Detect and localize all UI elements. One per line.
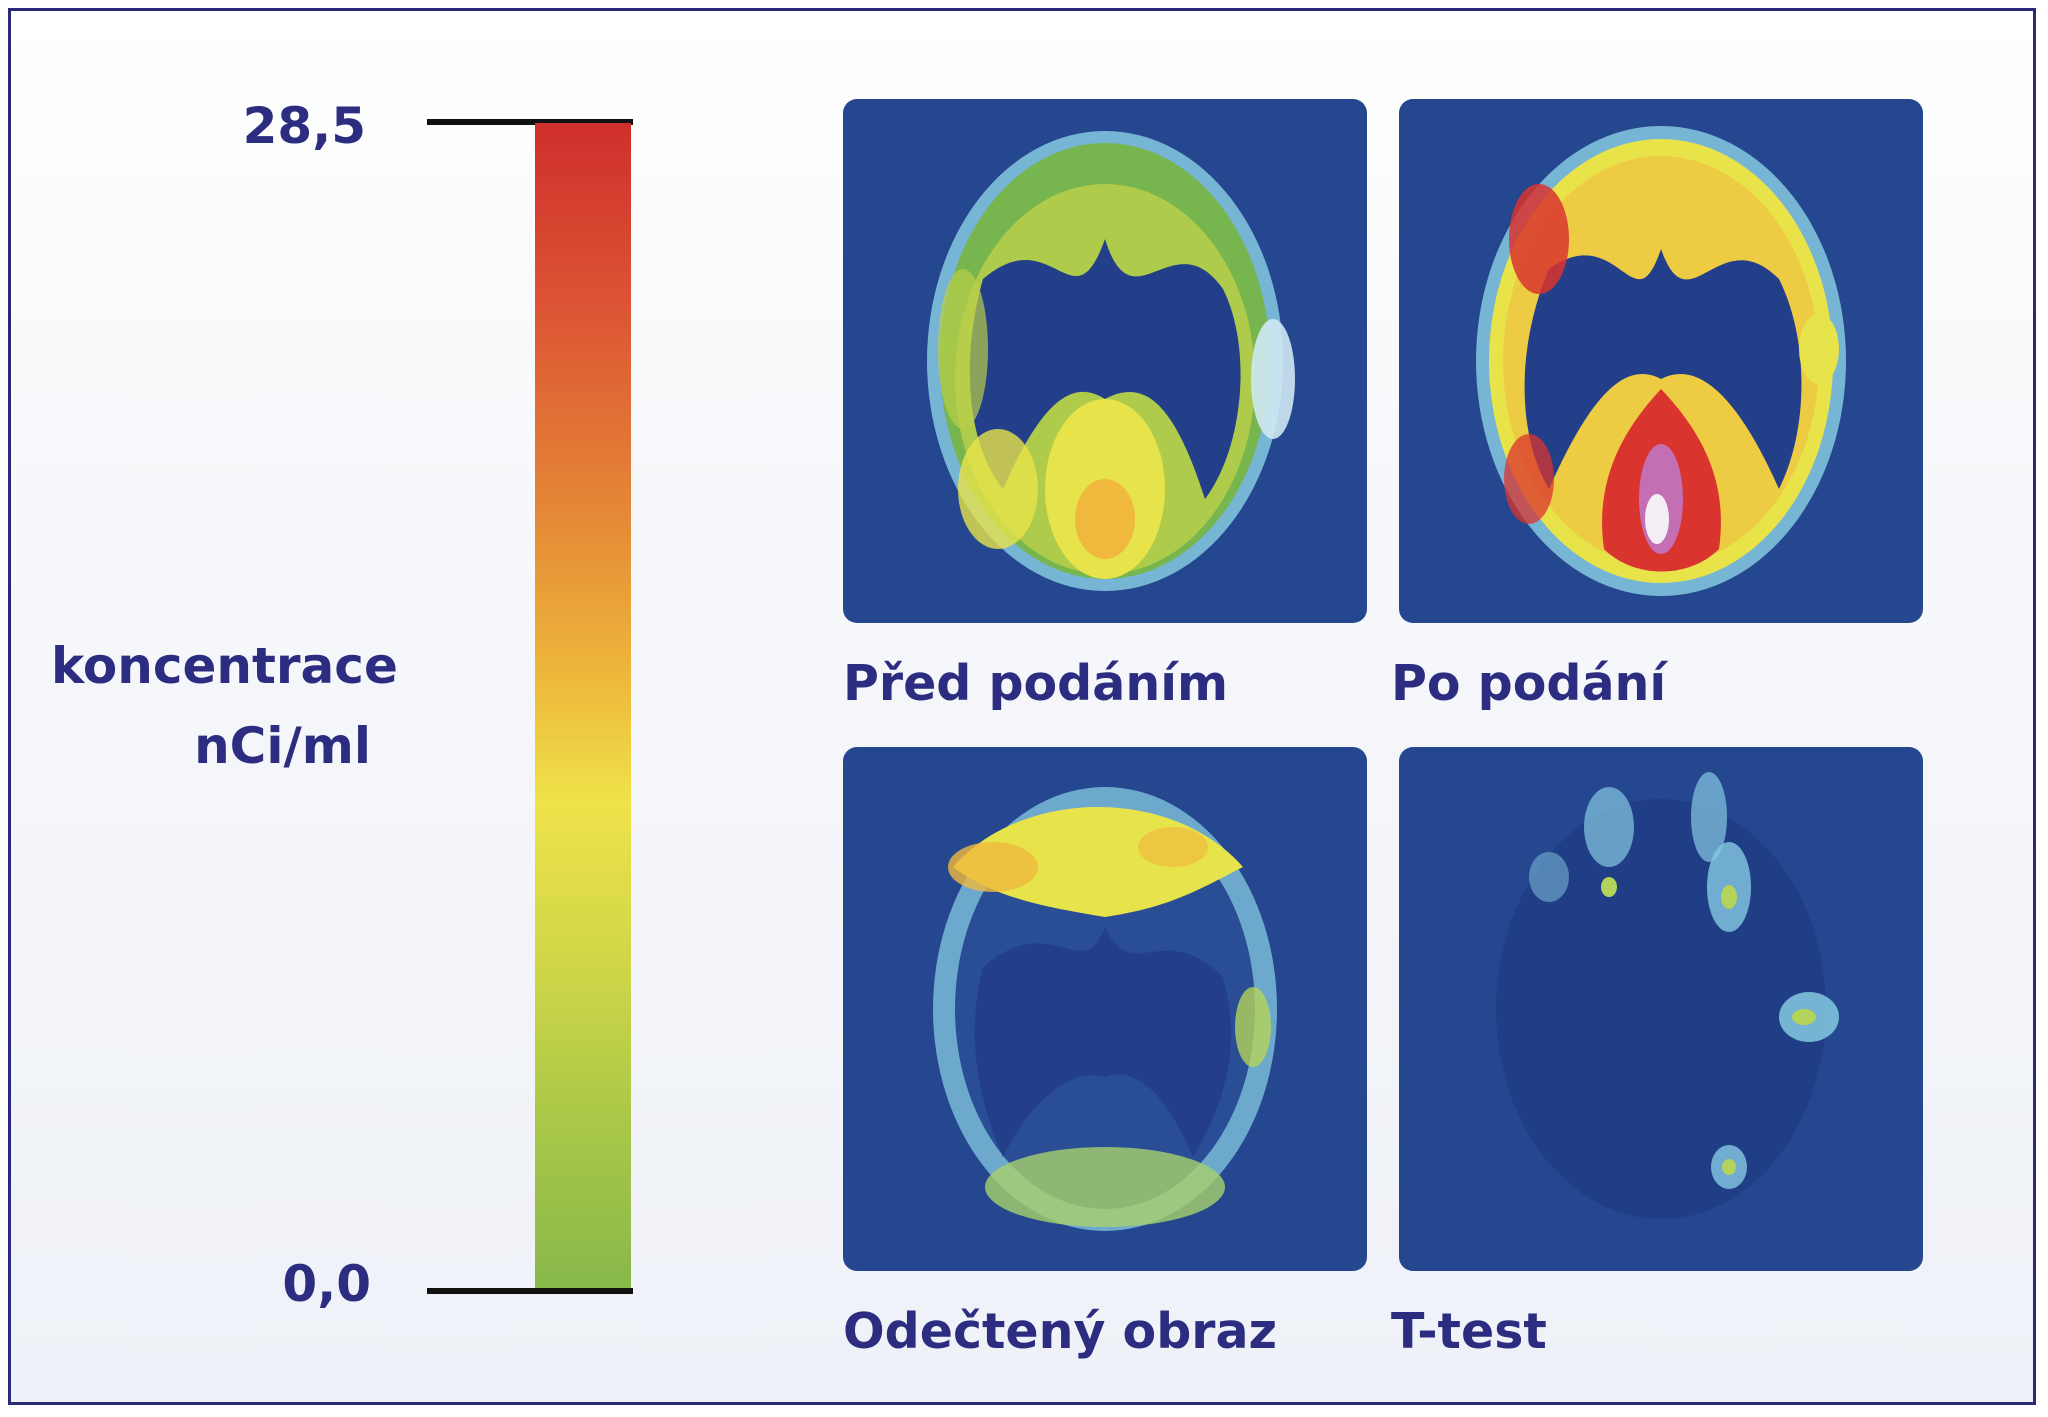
brain-scan-after-image bbox=[1399, 99, 1923, 623]
scale-unit-label-line2: nCi/ml bbox=[194, 717, 371, 775]
brain-scan-before-image bbox=[843, 99, 1367, 623]
panel-caption-after: Po podání bbox=[1391, 655, 1667, 712]
scale-max-tick bbox=[427, 119, 633, 125]
figure-frame: 28,5 koncentrace nCi/ml 0,0 bbox=[8, 8, 2036, 1405]
concentration-colorbar bbox=[535, 123, 631, 1293]
panel-caption-t-test: T-test bbox=[1391, 1303, 1547, 1360]
scale-unit-label-line1: koncentrace bbox=[51, 637, 398, 695]
scale-max-label: 28,5 bbox=[242, 97, 366, 155]
scale-min-label: 0,0 bbox=[282, 1255, 371, 1313]
panel-caption-subtracted: Odečtený obraz bbox=[843, 1303, 1278, 1360]
panel-caption-before: Před podáním bbox=[843, 655, 1229, 712]
brain-scan-t-test-image bbox=[1399, 747, 1923, 1271]
brain-scan-subtracted-image bbox=[843, 747, 1367, 1271]
scale-min-tick bbox=[427, 1288, 633, 1294]
